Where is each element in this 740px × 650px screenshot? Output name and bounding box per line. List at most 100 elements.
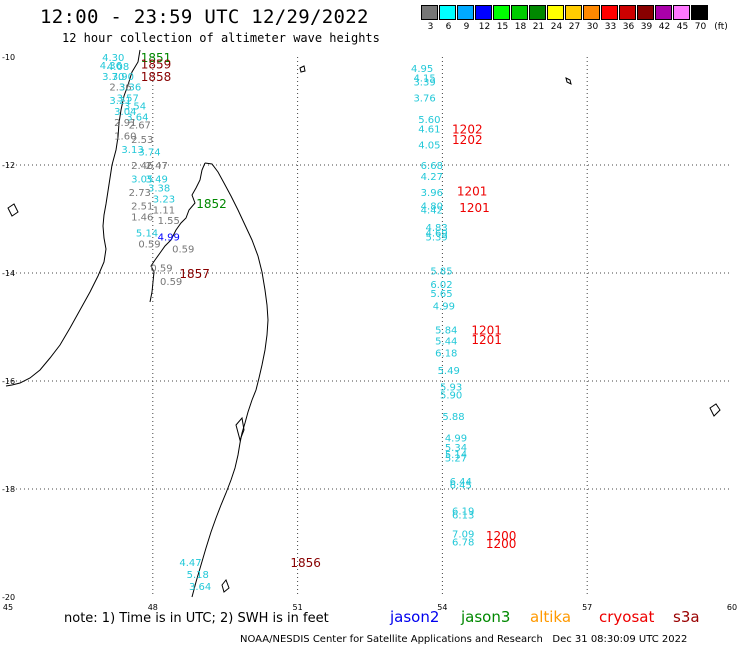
africa-coastline <box>5 49 141 387</box>
legend-label: 70 <box>694 22 707 32</box>
footer-note: note: 1) Time is in UTC; 2) SWH is in fe… <box>64 611 329 626</box>
lat-tick-label: -14 <box>2 269 15 278</box>
lat-tick-label: -16 <box>2 377 15 386</box>
wave-height-value: 5.85 <box>430 266 452 277</box>
wave-height-value: 4.80 <box>421 202 443 213</box>
wave-height-value: 6.68 <box>421 161 443 172</box>
legend-swatch <box>493 5 510 20</box>
wave-height-value: 3.70 <box>102 72 124 83</box>
island-3 <box>709 403 721 417</box>
legend-swatch <box>421 5 438 20</box>
legend-label: 3 <box>427 22 434 32</box>
legend-swatch <box>547 5 564 20</box>
wave-height-value: 4.83 <box>426 223 448 234</box>
wave-height-value: 5.65 <box>430 289 452 300</box>
wave-height-value: 0.59 <box>160 277 182 288</box>
wave-height-value: 6.19 <box>452 507 474 518</box>
wave-height-value: 4.99 <box>433 301 455 312</box>
lon-tick-label: 54 <box>437 603 447 612</box>
legend-label: 9 <box>463 22 470 32</box>
wave-height-value: 3.74 <box>138 148 160 159</box>
lat-tick-label: -20 <box>2 593 15 602</box>
wave-height-value: 2.51 <box>131 202 153 213</box>
lon-tick-label: 51 <box>293 603 303 612</box>
legend-swatch <box>439 5 456 20</box>
wave-height-value: 2.53 <box>131 135 153 146</box>
pass-time-label: 1201 <box>457 184 488 198</box>
wave-height-value: 3.54 <box>124 102 146 113</box>
wave-height-value: 2.91 <box>114 118 136 129</box>
pass-time-label: 1858 <box>141 70 172 84</box>
wave-height-value: 4.69 <box>426 229 448 240</box>
africa-inlet <box>7 203 19 217</box>
wave-height-value: 6.44 <box>450 477 472 488</box>
wave-height-value: 5.27 <box>445 454 467 465</box>
legend-label: 30 <box>586 22 599 32</box>
legend-label: 27 <box>568 22 581 32</box>
island-4 <box>221 579 230 593</box>
legend-label: 45 <box>676 22 689 32</box>
wave-height-value: 6.02 <box>430 280 452 291</box>
pass-time-label: 1859 <box>141 57 172 71</box>
wave-height-value: 3.64 <box>189 582 211 593</box>
wave-height-value: 0.59 <box>150 264 172 275</box>
wave-height-value: 4.05 <box>418 140 440 151</box>
legend-label: 15 <box>496 22 509 32</box>
wave-height-value: 3.90 <box>112 72 134 83</box>
wave-height-value: 4.15 <box>413 74 435 85</box>
legend-swatch <box>655 5 672 20</box>
map-subtitle: 12 hour collection of altimeter wave hei… <box>62 31 380 45</box>
pass-time-label: 1201 <box>471 333 502 347</box>
madagascar-south-coast <box>235 416 245 442</box>
wave-height-value: 2.73 <box>129 188 151 199</box>
wave-height-value: 5.88 <box>442 412 464 423</box>
satellite-cryosat: cryosat <box>599 608 655 626</box>
observations-layer: 4.304.364.083.703.902.363.363.573.213.54… <box>100 53 475 593</box>
wave-height-value: 4.27 <box>421 172 443 183</box>
wave-height-value: 5.39 <box>426 232 448 243</box>
legend-unit: (ft) <box>714 22 728 32</box>
legend-label: 42 <box>658 22 671 32</box>
satellite-altika: altika <box>530 608 572 626</box>
pass-time-label: 1202 <box>452 122 483 136</box>
legend-swatch <box>619 5 636 20</box>
wave-height-value: 5.14 <box>445 450 467 461</box>
wave-height-value: 7.09 <box>452 529 474 540</box>
wave-height-value: 2.46 <box>131 161 153 172</box>
pass-time-label: 1201 <box>471 324 502 338</box>
pass-times-layer: 1851185918581852185718561202120212011201… <box>141 51 517 570</box>
wave-height-value: 5.14 <box>136 229 158 240</box>
wave-height-value: 3.64 <box>126 112 148 123</box>
satellite-jason2: jason2 <box>390 608 440 626</box>
pass-time-label: 1202 <box>452 133 483 147</box>
wave-height-value: 5.18 <box>187 570 209 581</box>
island-2 <box>565 77 572 85</box>
wave-height-value: 4.30 <box>102 53 124 64</box>
wave-height-value: 0.59 <box>138 239 160 250</box>
wave-height-value: 3.57 <box>117 94 139 105</box>
island-1 <box>299 65 306 73</box>
legend-swatch <box>529 5 546 20</box>
pass-time-label: 1200 <box>486 529 517 543</box>
legend-swatch <box>637 5 654 20</box>
wave-height-value: 5.93 <box>440 382 462 393</box>
legend-label: 6 <box>445 22 452 32</box>
wave-height-value: 0.59 <box>172 245 194 256</box>
graticule: 45 48 51 54 57 60 -10 -12 -14 -16 -18 -20 <box>2 53 737 612</box>
pass-time-label: 1200 <box>486 537 517 551</box>
legend-label: 39 <box>640 22 653 32</box>
coastline <box>5 49 721 598</box>
footer-credit: NOAA/NESDIS Center for Satellite Applica… <box>240 634 688 645</box>
wave-height-value: 3.38 <box>148 184 170 195</box>
lon-tick-label: 48 <box>148 603 158 612</box>
wave-height-value: 4.42 <box>421 205 443 216</box>
wave-height-value: 1.60 <box>114 131 136 142</box>
legend-label: 21 <box>532 22 545 32</box>
wave-height-value: 5.90 <box>440 391 462 402</box>
wave-height-value: 2.47 <box>146 161 168 172</box>
wave-height-value: 3.13 <box>121 145 143 156</box>
wave-height-value: 3.04 <box>114 107 136 118</box>
legend-label: 12 <box>478 22 491 32</box>
wave-height-value: 3.96 <box>421 188 443 199</box>
madagascar-coastline <box>191 162 269 598</box>
